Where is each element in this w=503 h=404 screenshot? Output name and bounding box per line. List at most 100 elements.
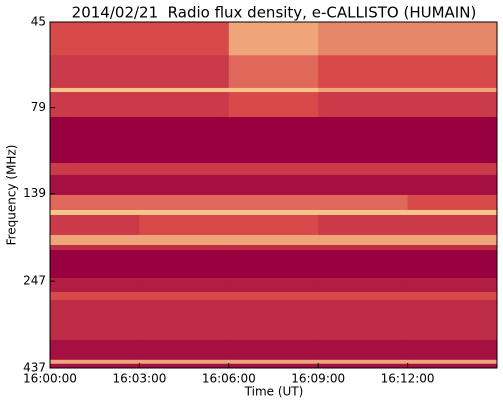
y-tick-label: 79 (31, 100, 46, 114)
heatmap-cell (50, 194, 140, 211)
heatmap-cell (318, 249, 409, 279)
heatmap-cell (318, 245, 409, 251)
heatmap-cell (407, 174, 498, 196)
heatmap-cell (407, 291, 498, 301)
heatmap-cell (407, 245, 498, 251)
heatmap-cell (318, 235, 409, 246)
heatmap-cell (50, 92, 140, 118)
heatmap-cell (139, 277, 230, 293)
heatmap-cell (407, 277, 498, 293)
heatmap-cell (228, 214, 319, 236)
heatmap-cell (228, 245, 319, 251)
heatmap-cell (50, 55, 140, 89)
heatmap-cell (139, 116, 230, 164)
heatmap-cell (228, 291, 319, 301)
heatmap-cell (228, 235, 319, 246)
heatmap-cell (139, 245, 230, 251)
heatmap-cell (318, 87, 409, 93)
heatmap-cell (228, 162, 319, 176)
heatmap-cell (318, 92, 409, 118)
heatmap-cell (228, 359, 319, 365)
heatmap-cell (407, 209, 498, 216)
heatmap-cell (139, 209, 230, 216)
heatmap-cell (50, 299, 140, 341)
heatmap-cell (50, 339, 140, 361)
heatmap-cell (50, 116, 140, 164)
heatmap-cell (139, 22, 230, 56)
heatmap-cell (139, 363, 230, 369)
heatmap-cell (228, 194, 319, 211)
heatmap-cell (407, 194, 498, 211)
heatmap-cell (318, 339, 409, 361)
heatmap-cell (139, 291, 230, 301)
x-tick-label: 16:00:00 (23, 372, 77, 386)
heatmap-cell (318, 363, 409, 369)
heatmap-cell (139, 339, 230, 361)
heatmap-cell (407, 214, 498, 236)
x-tick-label: 16:09:00 (291, 372, 345, 386)
heatmap-cell (407, 235, 498, 246)
heatmap-cell (139, 359, 230, 365)
heatmap-cell (50, 214, 140, 236)
heatmap-cell (50, 359, 140, 365)
heatmap-cell (228, 249, 319, 279)
heatmap-cell (50, 162, 140, 176)
heatmap-cell (318, 22, 409, 56)
x-axis-label: Time (UT) (244, 385, 304, 399)
heatmap-cell (407, 22, 498, 56)
heatmap-cell (139, 214, 230, 236)
x-tick-label: 16:12:00 (381, 372, 435, 386)
heatmap-cell (228, 174, 319, 196)
heatmap-cell (50, 174, 140, 196)
heatmap-cells (50, 22, 498, 369)
heatmap-cell (50, 277, 140, 293)
heatmap-cell (139, 162, 230, 176)
heatmap-cell (50, 291, 140, 301)
heatmap-cell (139, 299, 230, 341)
heatmap-cell (407, 359, 498, 365)
heatmap-cell (228, 339, 319, 361)
heatmap-cell (407, 339, 498, 361)
chart-title: 2014/02/21 Radio flux density, e-CALLIST… (72, 4, 477, 22)
y-tick-label: 139 (23, 186, 46, 200)
y-tick-label: 247 (23, 274, 46, 288)
heatmap-cell (318, 116, 409, 164)
heatmap-cell (318, 174, 409, 196)
heatmap-cell (228, 116, 319, 164)
heatmap-cell (318, 209, 409, 216)
heatmap-cell (318, 359, 409, 365)
heatmap-cell (228, 92, 319, 118)
heatmap-cell (407, 92, 498, 118)
heatmap-cell (228, 55, 319, 89)
heatmap-cell (318, 291, 409, 301)
heatmap-cell (228, 363, 319, 369)
heatmap-cell (50, 22, 140, 56)
heatmap-cell (228, 22, 319, 56)
heatmap-cell (407, 299, 498, 341)
heatmap-cell (407, 87, 498, 93)
heatmap-cell (139, 249, 230, 279)
heatmap-cell (139, 87, 230, 93)
heatmap-cell (228, 209, 319, 216)
heatmap-cell (318, 214, 409, 236)
heatmap-cell (318, 162, 409, 176)
x-tick-label: 16:03:00 (112, 372, 166, 386)
heatmap-cell (318, 299, 409, 341)
heatmap-cell (407, 55, 498, 89)
heatmap-cell (407, 162, 498, 176)
heatmap-cell (50, 245, 140, 251)
heatmap-cell (318, 277, 409, 293)
heatmap-cell (50, 87, 140, 93)
heatmap-cell (139, 55, 230, 89)
heatmap-cell (228, 87, 319, 93)
heatmap-cell (50, 363, 140, 369)
heatmap-cell (228, 299, 319, 341)
y-tick-label: 437 (23, 361, 46, 375)
heatmap-cell (139, 194, 230, 211)
heatmap-cell (139, 92, 230, 118)
heatmap-cell (139, 235, 230, 246)
x-tick-label: 16:06:00 (202, 372, 256, 386)
y-axis-label: Frequency (MHz) (5, 145, 19, 246)
heatmap-cell (50, 249, 140, 279)
